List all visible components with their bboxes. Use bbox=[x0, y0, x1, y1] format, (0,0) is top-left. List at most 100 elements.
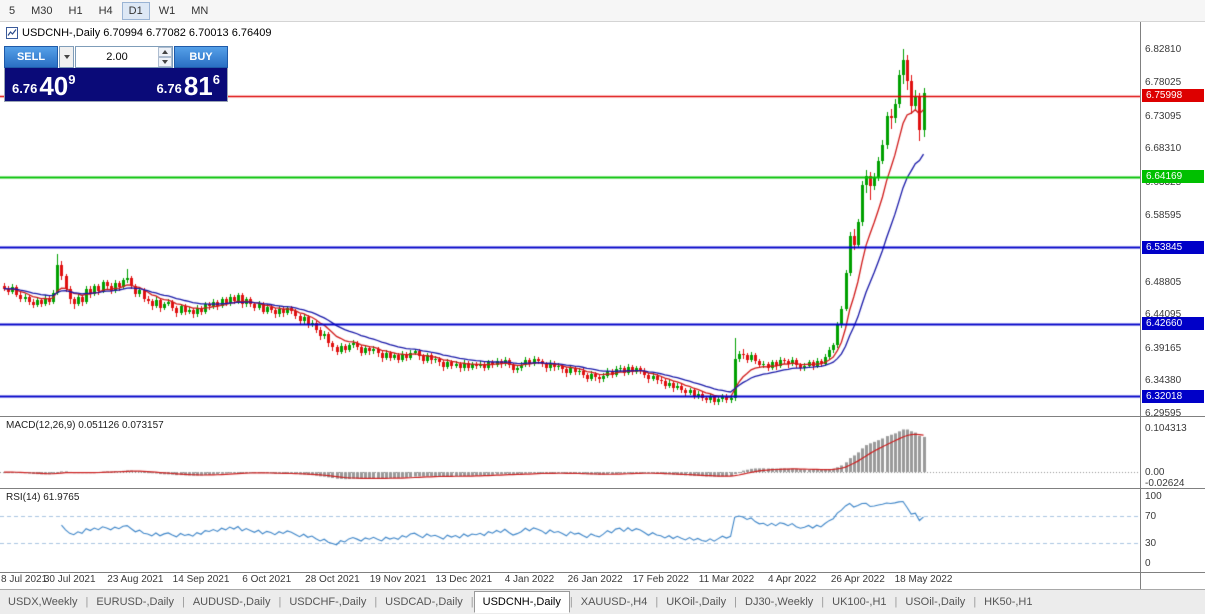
rsi-tick: 70 bbox=[1145, 511, 1157, 523]
timeframe-d1[interactable]: D1 bbox=[121, 1, 150, 20]
price-tick: 6.48805 bbox=[1145, 276, 1182, 288]
date-label: 4 Apr 2022 bbox=[767, 574, 817, 585]
tab-separator: | bbox=[470, 596, 474, 608]
timeframe-m30[interactable]: M30 bbox=[24, 2, 59, 20]
ask-price[interactable]: 6.76 81 6 bbox=[116, 68, 227, 101]
ask-price-big-digits: 81 bbox=[183, 71, 213, 101]
volume-field[interactable]: 2.00 bbox=[75, 46, 173, 68]
bid-price-pipette: 9 bbox=[68, 72, 76, 87]
date-label: 11 Mar 2022 bbox=[698, 574, 755, 585]
bid-price-prefix: 6.76 bbox=[12, 81, 38, 96]
chart-tab-bar: USDX,Weekly | EURUSD-,Daily | AUDUSD-,Daily |… bbox=[0, 589, 1205, 614]
price-tick: 6.29595 bbox=[1145, 407, 1182, 419]
tab-separator: | bbox=[821, 596, 825, 608]
tab-separator: | bbox=[569, 596, 573, 608]
arrow-up-icon bbox=[162, 50, 168, 54]
price-tick: 6.68310 bbox=[1145, 143, 1182, 155]
price-line-badge: 6.64169 bbox=[1142, 170, 1204, 183]
sell-button[interactable]: SELL bbox=[4, 46, 58, 68]
date-label: 6 Oct 2021 bbox=[242, 574, 292, 585]
timeframe-h4[interactable]: H4 bbox=[92, 2, 120, 20]
timeframe-5[interactable]: 5 bbox=[2, 2, 22, 20]
price-tick: 6.58595 bbox=[1145, 209, 1182, 221]
macd-tick: -0.02624 bbox=[1145, 478, 1185, 490]
price-axis[interactable]: 6.828106.780256.730956.683106.633256.585… bbox=[1140, 22, 1205, 589]
rsi-canvas[interactable] bbox=[0, 489, 1140, 570]
date-label: 23 Aug 2021 bbox=[107, 574, 164, 585]
rsi-tick: 0 bbox=[1145, 558, 1151, 569]
bid-price[interactable]: 6.76 40 9 bbox=[5, 68, 116, 101]
chart-icon bbox=[6, 27, 18, 39]
date-label: 19 Nov 2021 bbox=[369, 574, 427, 585]
rsi-tick: 100 bbox=[1145, 491, 1162, 502]
date-label: 17 Feb 2022 bbox=[632, 574, 689, 585]
chart-tab-audusd-daily[interactable]: AUDUSD-,Daily bbox=[192, 596, 271, 608]
macd-tick: 0.104313 bbox=[1145, 422, 1187, 434]
tab-separator: | bbox=[734, 596, 737, 608]
arrow-down-icon bbox=[162, 60, 168, 64]
date-label: 8 Jul 2021 bbox=[1, 574, 48, 585]
date-label: 13 Dec 2021 bbox=[435, 574, 493, 585]
date-label: 4 Jan 2022 bbox=[504, 574, 555, 585]
volume-dropdown-button[interactable] bbox=[59, 46, 74, 68]
pane-splitter[interactable] bbox=[0, 416, 1205, 417]
price-tick: 6.39165 bbox=[1145, 342, 1182, 354]
tab-separator: | bbox=[85, 596, 89, 608]
volume-spin-up[interactable] bbox=[158, 47, 172, 57]
timeframe-h1[interactable]: H1 bbox=[62, 2, 90, 20]
rsi-indicator-label: RSI(14) 61.9765 bbox=[6, 492, 80, 503]
chart-tab-usdchf-daily[interactable]: USDCHF-,Daily bbox=[289, 596, 367, 608]
pane-splitter[interactable] bbox=[0, 488, 1205, 489]
timeframe-toolbar: 5 M30 H1 H4 D1 W1 MN bbox=[0, 0, 1205, 22]
chart-tab-ukoil-daily[interactable]: UKOil-,Daily bbox=[666, 596, 727, 608]
price-tick: 6.82810 bbox=[1145, 44, 1182, 56]
tab-separator: | bbox=[973, 596, 977, 608]
macd-indicator-label: MACD(12,26,9) 0.051126 0.073157 bbox=[6, 420, 164, 431]
date-label: 26 Jan 2022 bbox=[567, 574, 623, 585]
time-axis-line bbox=[0, 572, 1205, 573]
buy-button[interactable]: BUY bbox=[174, 46, 228, 68]
ask-price-prefix: 6.76 bbox=[156, 81, 182, 96]
tab-separator: | bbox=[278, 596, 282, 608]
tab-separator: | bbox=[374, 596, 378, 608]
date-label: 14 Sep 2021 bbox=[172, 574, 230, 585]
one-click-trading-panel: SELL 2.00 BUY 6.76 40 9 6.76 81 bbox=[4, 46, 228, 102]
tab-separator: | bbox=[181, 596, 185, 608]
volume-spin-down[interactable] bbox=[158, 57, 172, 67]
chart-tab-eurusd-daily[interactable]: EURUSD-,Daily bbox=[96, 596, 174, 608]
tab-separator: | bbox=[655, 596, 659, 608]
chart-tab-hk50-h1[interactable]: HK50-,H1 bbox=[984, 596, 1033, 608]
rsi-tick: 30 bbox=[1145, 537, 1157, 549]
time-axis[interactable]: 8 Jul 2021 30 Jul 2021 23 Aug 2021 14 Sep 2… bbox=[0, 573, 1140, 589]
chart-tab-usdx-weekly[interactable]: USDX,Weekly bbox=[8, 596, 78, 608]
volume-input[interactable]: 2.00 bbox=[106, 51, 128, 63]
chart-tab-usdcad-daily[interactable]: USDCAD-,Daily bbox=[385, 596, 463, 608]
chart-tab-usdcnh-daily[interactable]: USDCNH-,Daily bbox=[473, 591, 570, 613]
macd-tick: 0.00 bbox=[1145, 467, 1165, 479]
chart-title-bar: USDCNH-,Daily 6.70994 6.77082 6.70013 6.… bbox=[6, 27, 272, 39]
macd-pane bbox=[0, 417, 1140, 488]
price-line-badge: 6.75998 bbox=[1142, 89, 1204, 102]
price-tick: 6.34380 bbox=[1145, 375, 1182, 387]
chevron-down-icon bbox=[63, 55, 70, 59]
bid-price-big-digits: 40 bbox=[39, 71, 69, 101]
timeframe-mn[interactable]: MN bbox=[184, 2, 215, 20]
chart-title: USDCNH-,Daily 6.70994 6.77082 6.70013 6.… bbox=[22, 27, 272, 39]
chart-tab-usoil-daily[interactable]: USOil-,Daily bbox=[905, 596, 966, 608]
price-line-badge: 6.53845 bbox=[1142, 241, 1204, 254]
price-tick: 6.78025 bbox=[1145, 76, 1182, 88]
rsi-pane bbox=[0, 489, 1140, 572]
date-label: 30 Jul 2021 bbox=[43, 574, 96, 585]
chart-tab-xauusd-h4[interactable]: XAUUSD-,H4 bbox=[580, 596, 648, 608]
timeframe-w1[interactable]: W1 bbox=[152, 2, 183, 20]
price-tick: 6.44095 bbox=[1145, 308, 1182, 320]
price-line-badge: 6.32018 bbox=[1142, 390, 1204, 403]
price-tick: 6.73095 bbox=[1145, 110, 1182, 122]
macd-canvas[interactable] bbox=[0, 417, 1140, 487]
ask-price-pipette: 6 bbox=[212, 72, 220, 87]
date-label: 26 Apr 2022 bbox=[830, 574, 885, 585]
tab-separator: | bbox=[894, 596, 898, 608]
chart-tab-uk100-h1[interactable]: UK100-,H1 bbox=[832, 596, 887, 608]
chart-tab-dj30-weekly[interactable]: DJ30-,Weekly bbox=[745, 596, 814, 608]
